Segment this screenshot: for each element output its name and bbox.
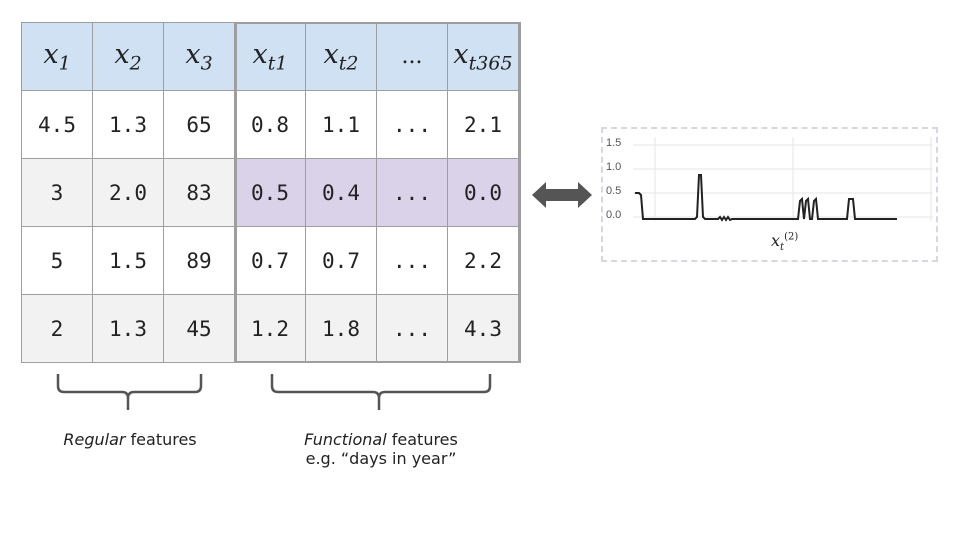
table-cell: 1.3 xyxy=(92,90,164,159)
tick-label: 1.0 xyxy=(606,161,622,173)
highlighted-cell: ... xyxy=(376,158,448,227)
tick-label: 0.5 xyxy=(606,185,622,197)
header-x2: x2 xyxy=(92,22,164,91)
tick-label: 1.5 xyxy=(606,137,622,149)
plot-xlabel: xt(2) xyxy=(771,231,799,254)
table-cell: ... xyxy=(376,226,448,295)
table-cell: 2 xyxy=(21,294,93,363)
table-cell: 89 xyxy=(163,226,235,295)
function-plot: 1.5 1.0 0.5 0.0 xt(2) xyxy=(601,127,938,262)
functional-features-label: Functional features e.g. “days in year” xyxy=(304,430,458,468)
table-cell: ... xyxy=(376,294,448,363)
table-cell: 1.2 xyxy=(234,294,306,363)
table-cell: 2.2 xyxy=(447,226,519,295)
functional-brace xyxy=(270,374,492,410)
table-row: 4.5 1.3 65 0.8 1.1 ... 2.1 xyxy=(21,90,519,159)
highlighted-cell: 0.4 xyxy=(305,158,377,227)
table-cell: 0.8 xyxy=(234,90,306,159)
double-arrow-icon xyxy=(532,182,592,208)
table-cell: 2.0 xyxy=(92,158,164,227)
header-row: x1 x2 x3 xt1 xt2 ... xt365 xyxy=(21,22,519,91)
header-xt1: xt1 xyxy=(234,22,306,91)
feature-table: x1 x2 x3 xt1 xt2 ... xt365 4.5 1.3 65 0.… xyxy=(21,22,519,363)
regular-brace xyxy=(56,374,203,410)
table-cell: 83 xyxy=(163,158,235,227)
plot-canvas xyxy=(633,137,933,222)
header-xt2: xt2 xyxy=(305,22,377,91)
highlighted-cell: 0.0 xyxy=(447,158,519,227)
table-cell: 45 xyxy=(163,294,235,363)
tick-label: 0.0 xyxy=(606,209,622,221)
table-cell: 1.8 xyxy=(305,294,377,363)
table-cell: 1.3 xyxy=(92,294,164,363)
regular-features-label: Regular features xyxy=(63,430,197,449)
table-cell: 4.5 xyxy=(21,90,93,159)
function-curve xyxy=(635,174,897,222)
header-x1: x1 xyxy=(21,22,93,91)
functional-example-text: e.g. “days in year” xyxy=(305,449,457,468)
highlighted-cell: 0.5 xyxy=(234,158,306,227)
header-xt365: xt365 xyxy=(447,22,519,91)
table-cell: 1.5 xyxy=(92,226,164,295)
table-row: 2 1.3 45 1.2 1.8 ... 4.3 xyxy=(21,294,519,363)
table-cell: 0.7 xyxy=(305,226,377,295)
table-cell: ... xyxy=(376,90,448,159)
table-row: 5 1.5 89 0.7 0.7 ... 2.2 xyxy=(21,226,519,295)
table-cell: 3 xyxy=(21,158,93,227)
table-cell: 2.1 xyxy=(447,90,519,159)
header-x3: x3 xyxy=(163,22,235,91)
table-row: 3 2.0 83 0.5 0.4 ... 0.0 xyxy=(21,158,519,227)
table-cell: 65 xyxy=(163,90,235,159)
table-cell: 4.3 xyxy=(447,294,519,363)
header-ellipsis: ... xyxy=(376,22,448,91)
